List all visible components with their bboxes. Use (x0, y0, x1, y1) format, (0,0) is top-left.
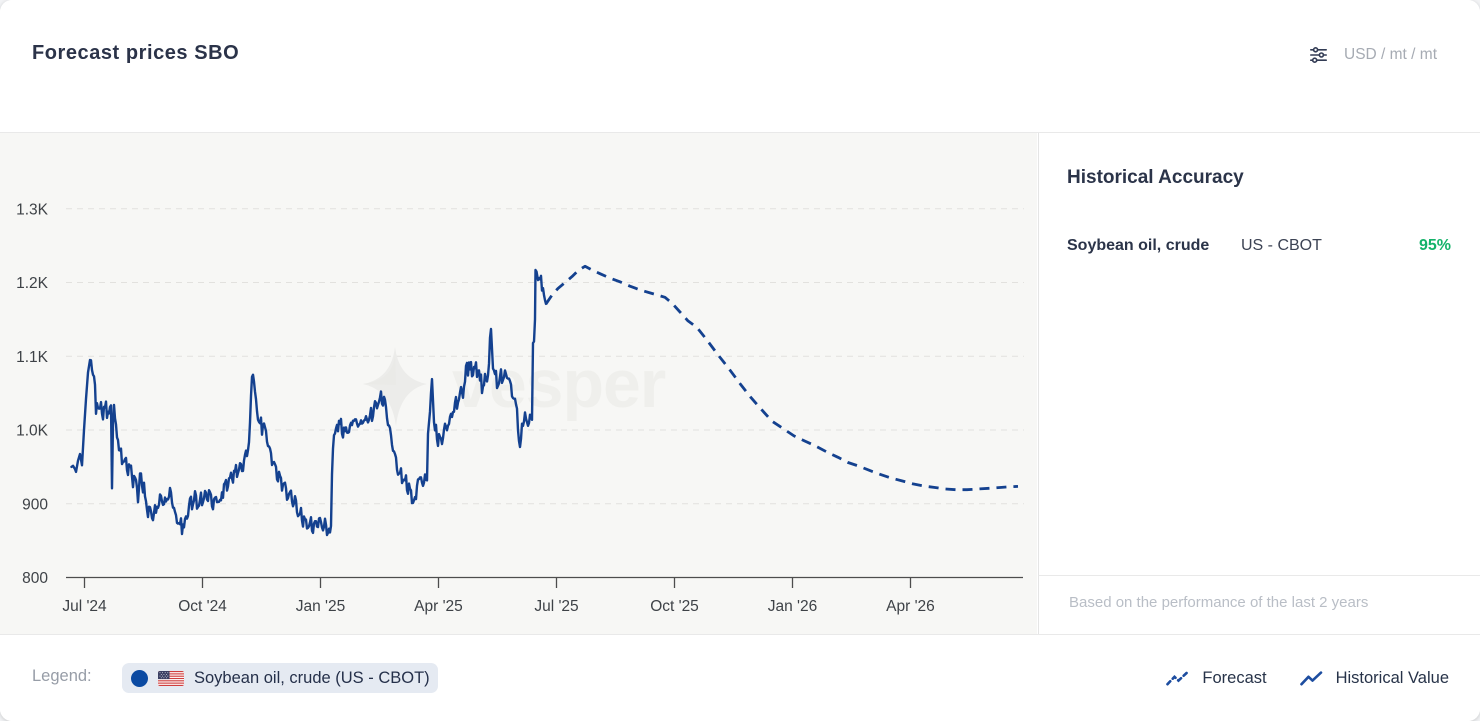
svg-text:Apr '26: Apr '26 (886, 598, 935, 615)
svg-text:Oct '24: Oct '24 (178, 598, 227, 615)
svg-text:1.0K: 1.0K (16, 423, 49, 440)
svg-text:Apr '25: Apr '25 (414, 598, 463, 615)
svg-text:Jan '26: Jan '26 (768, 598, 818, 615)
svg-text:1.1K: 1.1K (16, 349, 49, 366)
svg-text:vesper: vesper (452, 346, 666, 422)
svg-text:Jan '25: Jan '25 (296, 598, 346, 615)
svg-text:Oct '25: Oct '25 (650, 598, 699, 615)
svg-text:900: 900 (22, 496, 48, 513)
svg-text:1.2K: 1.2K (16, 275, 49, 292)
svg-text:1.3K: 1.3K (16, 201, 49, 218)
svg-text:800: 800 (22, 570, 48, 587)
svg-text:Jul '25: Jul '25 (534, 598, 578, 615)
svg-text:Jul '24: Jul '24 (62, 598, 107, 615)
